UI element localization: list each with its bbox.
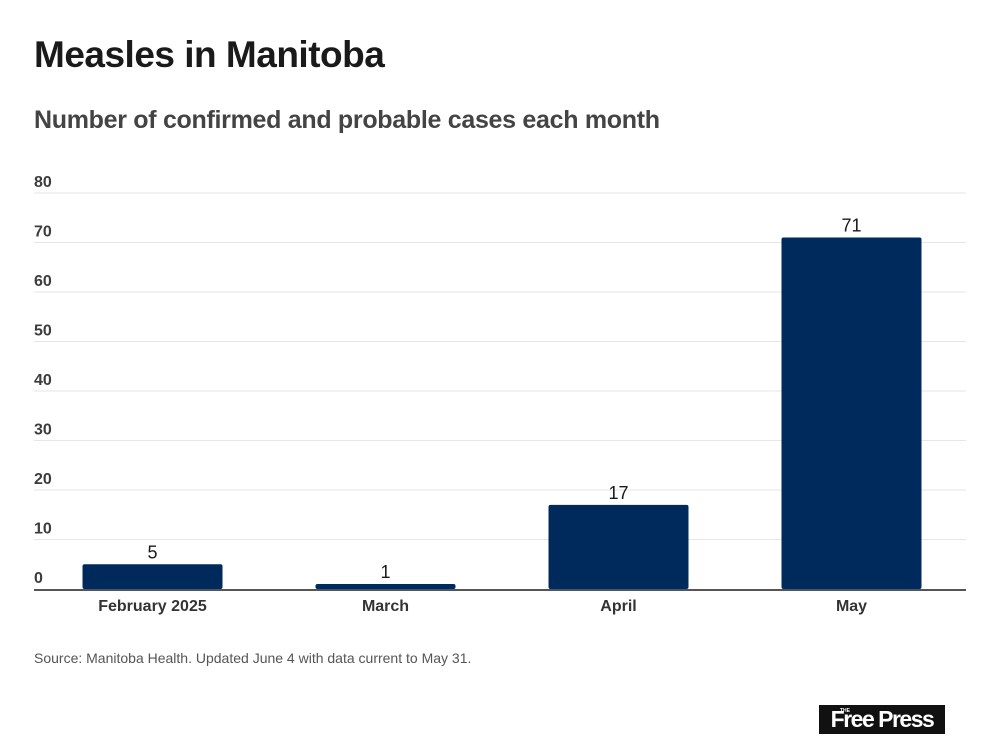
x-axis-labels: February 2025 March April May [98, 598, 867, 615]
y-tick-label: 80 [34, 174, 52, 191]
data-labels: 5 1 17 71 [147, 216, 861, 582]
bar-chart: 0 10 20 30 40 50 60 70 80 5 1 17 71 February 2025 Ma… [34, 174, 966, 615]
logo-text: Free Press [830, 706, 935, 732]
y-tick-label: 30 [34, 422, 52, 439]
y-tick-label: 0 [34, 570, 43, 587]
bar [82, 564, 223, 589]
bar [548, 504, 689, 589]
bar [315, 584, 456, 589]
data-label: 1 [380, 562, 390, 582]
logo-small-text: THE [840, 708, 850, 714]
free-press-logo: THE Free Press [819, 705, 945, 734]
y-tick-label: 60 [34, 273, 52, 290]
chart-subtitle: Number of confirmed and probable cases e… [34, 106, 660, 134]
x-tick-label: March [362, 598, 409, 615]
y-tick-label: 20 [34, 471, 52, 488]
gridlines [34, 192, 966, 540]
bars [82, 237, 922, 590]
y-tick-label: 10 [34, 521, 52, 538]
y-tick-label: 70 [34, 224, 52, 241]
x-tick-label: February 2025 [98, 598, 207, 615]
x-tick-label: April [600, 598, 636, 615]
chart-title: Measles in Manitoba [34, 34, 385, 75]
data-label: 71 [841, 216, 861, 236]
data-label: 5 [147, 542, 157, 562]
data-label: 17 [608, 483, 628, 503]
bar [781, 237, 922, 590]
source-note: Source: Manitoba Health. Updated June 4 … [34, 650, 472, 666]
x-tick-label: May [836, 598, 867, 615]
y-tick-label: 50 [34, 323, 52, 340]
y-axis-ticks: 0 10 20 30 40 50 60 70 80 [34, 174, 52, 587]
y-tick-label: 40 [34, 372, 52, 389]
